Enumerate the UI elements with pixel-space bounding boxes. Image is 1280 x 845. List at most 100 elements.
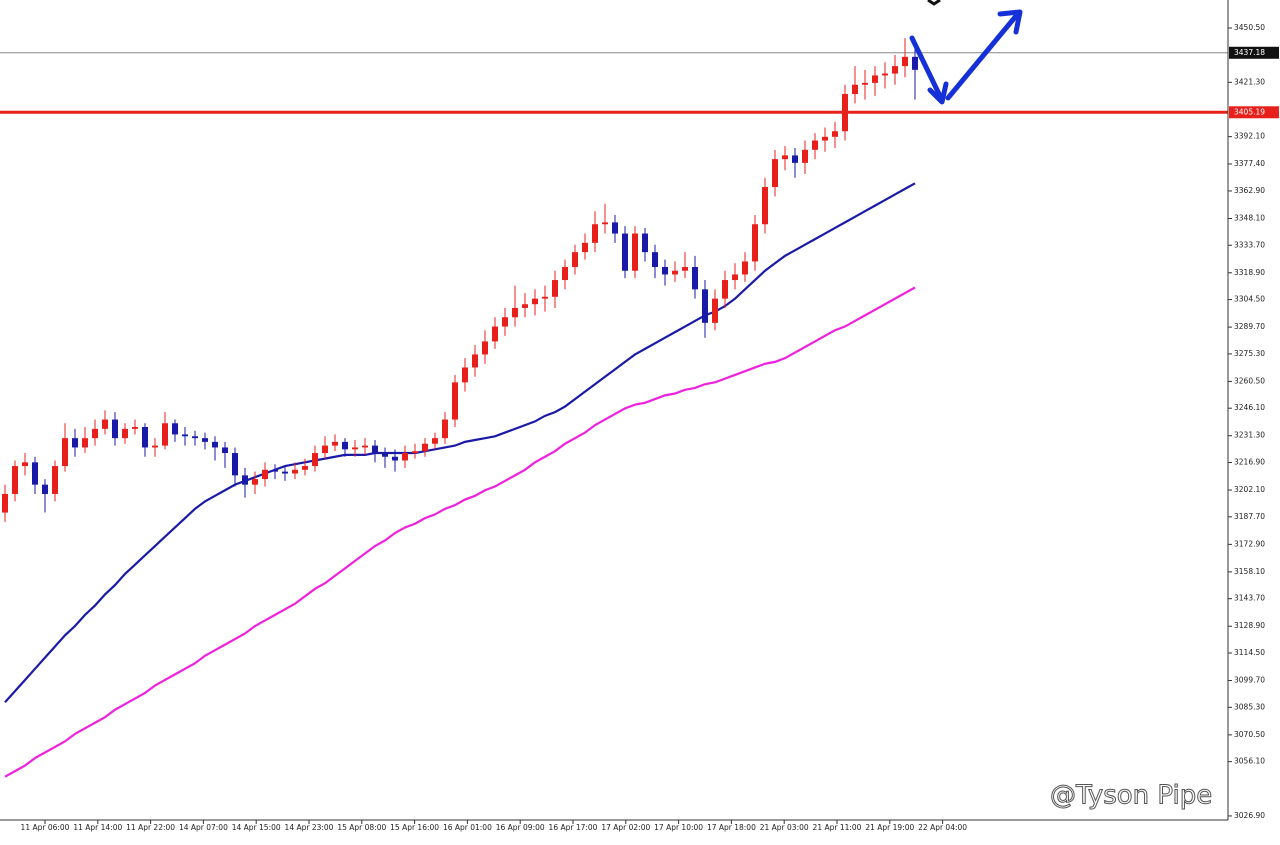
candle-body [432,438,438,444]
y-tick-label: 3275.30 [1234,349,1265,358]
candle-body [132,426,138,429]
y-tick-label: 3026.90 [1234,811,1265,820]
x-tick-label: 11 Apr 14:00 [73,823,122,832]
candle-body [322,445,328,454]
candle-body [12,466,18,494]
candle-body [212,441,218,448]
y-tick-label: 3289.70 [1234,322,1265,331]
arrow-up [945,13,1019,101]
y-tick-label: 3348.10 [1234,213,1265,222]
x-tick-label: 22 Apr 04:00 [918,823,967,832]
moving-average-line [4,286,916,778]
candle-body [362,445,368,448]
candle-body [522,304,528,308]
candle-body [722,280,728,299]
candle-body [622,233,628,271]
candle-body [112,419,118,439]
y-tick-label: 3187.70 [1234,512,1265,521]
candle-body [882,73,888,76]
y-tick-label: 3377.40 [1234,159,1265,168]
candle-body [582,242,588,253]
y-tick-label: 3070.50 [1234,730,1265,739]
x-tick-label: 17 Apr 18:00 [707,823,756,832]
candle-body [192,436,198,439]
arrow-head [927,81,949,105]
y-tick-label: 3318.90 [1234,268,1265,277]
y-tick-label: 3114.50 [1234,648,1265,657]
candle-body [422,443,428,452]
candle-body [2,493,8,513]
candle-body [62,438,68,467]
y-tick-label: 3085.30 [1234,702,1265,711]
candle-body [482,341,488,355]
candle-body [472,354,478,368]
candle-body [832,131,838,137]
x-tick-label: 14 Apr 23:00 [285,823,334,832]
x-tick-label: 16 Apr 17:00 [549,823,598,832]
candle-body [102,419,108,429]
arrow-fragment [927,0,941,6]
candle-body [712,298,718,323]
candle-body [792,155,798,163]
candle-body [872,75,878,83]
candle-body [592,224,598,243]
candle-body [532,298,538,305]
candle-body [612,222,618,234]
candle-body [692,267,698,290]
candle-body [682,267,688,271]
candle-body [22,462,28,467]
candle-body [732,274,738,281]
x-tick-label: 17 Apr 10:00 [654,823,703,832]
x-tick-label: 15 Apr 16:00 [390,823,439,832]
candle-body [802,149,808,163]
candle-body [382,453,388,457]
plot-area [0,38,1228,778]
candle-body [242,475,248,485]
candle-body [912,56,918,70]
candle-body [402,453,408,461]
candle-body [752,224,758,262]
price-label: 3405.19 [1234,107,1265,116]
y-tick-label: 3246.10 [1234,403,1265,412]
candle-body [642,233,648,253]
candle-body [332,441,338,446]
candle-body [352,447,358,450]
candle-body [862,82,868,85]
x-tick-label: 17 Apr 02:00 [601,823,650,832]
candle-body [902,56,908,67]
price-label-box [1229,106,1279,119]
candle-body [852,84,858,95]
y-tick-label: 3260.50 [1234,376,1265,385]
candle-body [292,469,298,474]
x-tick-label: 14 Apr 15:00 [232,823,281,832]
candle-body [662,267,668,275]
candle-body [202,438,208,442]
candle-body [182,434,188,437]
candle-body [702,289,708,323]
x-tick-label: 15 Apr 08:00 [337,823,386,832]
candle-body [672,270,678,275]
candle-body [602,222,608,225]
candle-body [122,428,128,439]
x-tick-label: 16 Apr 09:00 [496,823,545,832]
candle-body [152,445,158,448]
candle-body [782,155,788,160]
candle-body [552,280,558,297]
candle-body [842,94,848,132]
x-tick-label: 16 Apr 01:00 [443,823,492,832]
candle-body [82,438,88,448]
candle-body [652,252,658,268]
candle-body [282,471,288,474]
candle-body [302,466,308,470]
candle-body [502,317,508,327]
candle-body [632,233,638,271]
candle-body [222,447,228,454]
y-tick-label: 3392.10 [1234,132,1265,141]
candle-body [72,438,78,448]
candle-body [272,469,278,472]
y-tick-label: 3450.50 [1234,23,1265,32]
candle-body [342,441,348,450]
price-label-box [1229,46,1279,59]
